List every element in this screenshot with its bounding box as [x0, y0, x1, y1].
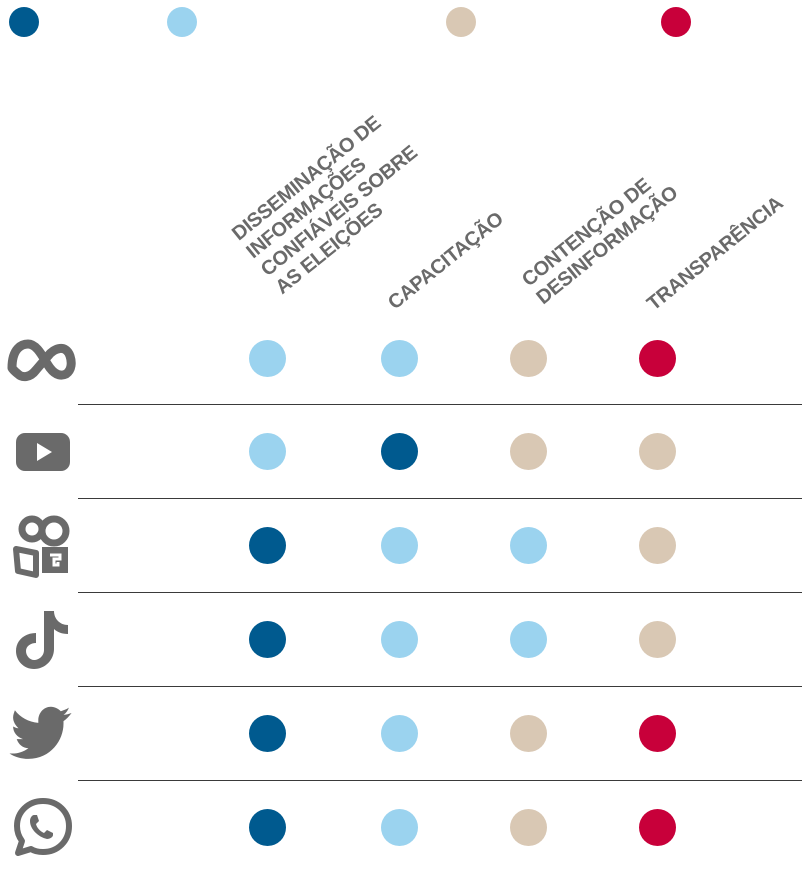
row-divider: [78, 686, 802, 687]
cell-dot: [639, 527, 676, 564]
youtube-icon: [6, 415, 80, 489]
platform-row-whatsapp: [0, 781, 808, 875]
cell-dot: [510, 340, 547, 377]
cell-dot: [381, 340, 418, 377]
row-divider: [78, 498, 802, 499]
cell-dot: [510, 621, 547, 658]
platform-row-youtube: [0, 405, 808, 499]
cell-dot: [510, 715, 547, 752]
platform-row-twitter: [0, 687, 808, 781]
cell-dot: [639, 621, 676, 658]
legend-dot-light-blue: [167, 7, 197, 37]
cell-dot: [639, 715, 676, 752]
cell-dot: [381, 433, 418, 470]
column-header-line: CAPACITAÇÃO: [384, 207, 508, 315]
column-header-capacitacao: CAPACITAÇÃO: [384, 208, 508, 315]
cell-dot: [381, 715, 418, 752]
legend-dot-dark-blue: [9, 7, 39, 37]
cell-dot: [510, 527, 547, 564]
kwai-icon: [6, 509, 80, 583]
row-divider: [78, 404, 802, 405]
cell-dot: [381, 527, 418, 564]
cell-dot: [639, 340, 676, 377]
tiktok-icon: [6, 603, 80, 677]
platform-row-kwai: [0, 499, 808, 593]
cell-dot: [249, 433, 286, 470]
cell-dot: [249, 621, 286, 658]
meta-icon: [6, 322, 80, 396]
cell-dot: [510, 433, 547, 470]
cell-dot: [249, 715, 286, 752]
cell-dot: [249, 527, 286, 564]
cell-dot: [381, 621, 418, 658]
cell-dot: [381, 809, 418, 846]
column-header-disseminacao: DISSEMINAÇÃO DE INFORMAÇÕES CONFIÁVEIS S…: [228, 106, 437, 300]
whatsapp-icon: [6, 791, 80, 865]
cell-dot: [510, 809, 547, 846]
row-divider: [78, 592, 802, 593]
cell-dot: [639, 809, 676, 846]
legend-dot-beige: [446, 7, 476, 37]
row-divider: [78, 780, 802, 781]
twitter-icon: [6, 697, 80, 771]
cell-dot: [639, 433, 676, 470]
legend-dot-red: [661, 7, 691, 37]
platform-row-tiktok: [0, 593, 808, 687]
cell-dot: [249, 809, 286, 846]
cell-dot: [249, 340, 286, 377]
platform-row-meta: [0, 312, 808, 406]
